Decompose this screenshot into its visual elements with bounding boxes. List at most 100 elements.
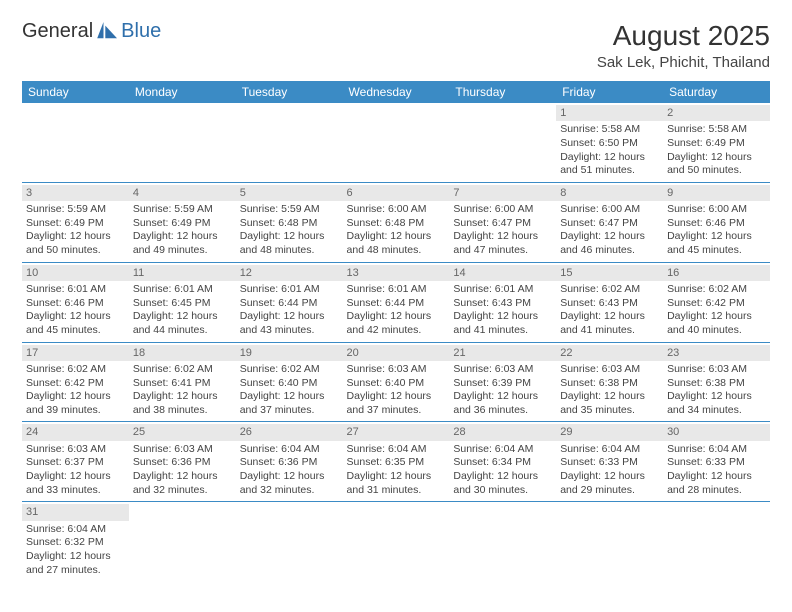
- day-number: 15: [556, 265, 663, 281]
- calendar-cell: 1Sunrise: 5:58 AMSunset: 6:50 PMDaylight…: [556, 103, 663, 182]
- calendar-cell: [556, 502, 663, 581]
- cell-line: Sunrise: 6:02 AM: [667, 283, 766, 297]
- logo: General Blue: [22, 20, 161, 43]
- cell-line: Daylight: 12 hours: [560, 310, 659, 324]
- cell-line: Daylight: 12 hours: [26, 550, 125, 564]
- cell-line: Sunrise: 6:04 AM: [347, 443, 446, 457]
- cell-line: Sunrise: 6:04 AM: [560, 443, 659, 457]
- calendar-cell: 27Sunrise: 6:04 AMSunset: 6:35 PMDayligh…: [343, 422, 450, 502]
- cell-line: Sunrise: 6:02 AM: [240, 363, 339, 377]
- day-number: 24: [22, 424, 129, 440]
- day-number: 18: [129, 345, 236, 361]
- cell-line: Sunrise: 6:00 AM: [560, 203, 659, 217]
- cell-line: Sunrise: 6:00 AM: [667, 203, 766, 217]
- day-number: 7: [449, 185, 556, 201]
- cell-line: Sunset: 6:50 PM: [560, 137, 659, 151]
- calendar-row: 31Sunrise: 6:04 AMSunset: 6:32 PMDayligh…: [22, 502, 770, 581]
- sail-icon: [97, 22, 119, 40]
- calendar-cell: 12Sunrise: 6:01 AMSunset: 6:44 PMDayligh…: [236, 262, 343, 342]
- cell-line: Sunrise: 5:58 AM: [667, 123, 766, 137]
- cell-line: Daylight: 12 hours: [667, 390, 766, 404]
- calendar-row: 24Sunrise: 6:03 AMSunset: 6:37 PMDayligh…: [22, 422, 770, 502]
- cell-line: Sunset: 6:33 PM: [667, 456, 766, 470]
- cell-line: Sunrise: 6:04 AM: [667, 443, 766, 457]
- cell-line: Sunrise: 6:00 AM: [347, 203, 446, 217]
- cell-line: Daylight: 12 hours: [667, 230, 766, 244]
- dayheader: Sunday: [22, 81, 129, 103]
- cell-line: Sunrise: 6:01 AM: [347, 283, 446, 297]
- cell-line: and 47 minutes.: [453, 244, 552, 258]
- calendar-cell: 21Sunrise: 6:03 AMSunset: 6:39 PMDayligh…: [449, 342, 556, 422]
- cell-line: Daylight: 12 hours: [240, 470, 339, 484]
- day-number: 2: [663, 105, 770, 121]
- calendar-cell: [236, 103, 343, 182]
- day-number: 16: [663, 265, 770, 281]
- dayheader: Thursday: [449, 81, 556, 103]
- cell-line: Sunrise: 6:03 AM: [560, 363, 659, 377]
- cell-line: Sunrise: 6:04 AM: [240, 443, 339, 457]
- cell-line: and 28 minutes.: [667, 484, 766, 498]
- cell-line: Sunset: 6:37 PM: [26, 456, 125, 470]
- cell-line: Sunset: 6:33 PM: [560, 456, 659, 470]
- cell-line: and 41 minutes.: [453, 324, 552, 338]
- day-number: 20: [343, 345, 450, 361]
- cell-line: and 48 minutes.: [347, 244, 446, 258]
- cell-line: Sunset: 6:36 PM: [240, 456, 339, 470]
- calendar-cell: 14Sunrise: 6:01 AMSunset: 6:43 PMDayligh…: [449, 262, 556, 342]
- cell-line: Sunrise: 6:02 AM: [133, 363, 232, 377]
- day-number: 28: [449, 424, 556, 440]
- cell-line: Sunset: 6:45 PM: [133, 297, 232, 311]
- cell-line: and 27 minutes.: [26, 564, 125, 578]
- calendar-cell: [129, 502, 236, 581]
- calendar-row: 1Sunrise: 5:58 AMSunset: 6:50 PMDaylight…: [22, 103, 770, 182]
- calendar-header-row: Sunday Monday Tuesday Wednesday Thursday…: [22, 81, 770, 103]
- cell-line: Sunrise: 6:03 AM: [347, 363, 446, 377]
- dayheader: Saturday: [663, 81, 770, 103]
- calendar-row: 10Sunrise: 6:01 AMSunset: 6:46 PMDayligh…: [22, 262, 770, 342]
- title-block: August 2025 Sak Lek, Phichit, Thailand: [597, 20, 770, 71]
- cell-line: and 49 minutes.: [133, 244, 232, 258]
- cell-line: Daylight: 12 hours: [667, 151, 766, 165]
- calendar-cell: 18Sunrise: 6:02 AMSunset: 6:41 PMDayligh…: [129, 342, 236, 422]
- cell-line: Sunrise: 6:00 AM: [453, 203, 552, 217]
- day-number: 22: [556, 345, 663, 361]
- cell-line: Daylight: 12 hours: [560, 390, 659, 404]
- day-number: 13: [343, 265, 450, 281]
- cell-line: Daylight: 12 hours: [133, 230, 232, 244]
- cell-line: and 40 minutes.: [667, 324, 766, 338]
- cell-line: and 41 minutes.: [560, 324, 659, 338]
- cell-line: Sunrise: 6:03 AM: [453, 363, 552, 377]
- calendar-cell: 30Sunrise: 6:04 AMSunset: 6:33 PMDayligh…: [663, 422, 770, 502]
- calendar-cell: 31Sunrise: 6:04 AMSunset: 6:32 PMDayligh…: [22, 502, 129, 581]
- cell-line: Daylight: 12 hours: [240, 390, 339, 404]
- calendar-cell: 13Sunrise: 6:01 AMSunset: 6:44 PMDayligh…: [343, 262, 450, 342]
- cell-line: and 37 minutes.: [240, 404, 339, 418]
- calendar-row: 17Sunrise: 6:02 AMSunset: 6:42 PMDayligh…: [22, 342, 770, 422]
- cell-line: Daylight: 12 hours: [133, 310, 232, 324]
- calendar-cell: [449, 103, 556, 182]
- calendar-cell: 11Sunrise: 6:01 AMSunset: 6:45 PMDayligh…: [129, 262, 236, 342]
- logo-text-blue: Blue: [121, 20, 161, 43]
- cell-line: Daylight: 12 hours: [347, 390, 446, 404]
- cell-line: and 29 minutes.: [560, 484, 659, 498]
- calendar-cell: [129, 103, 236, 182]
- calendar-cell: [343, 502, 450, 581]
- cell-line: Daylight: 12 hours: [26, 230, 125, 244]
- calendar-cell: 20Sunrise: 6:03 AMSunset: 6:40 PMDayligh…: [343, 342, 450, 422]
- calendar-cell: [343, 103, 450, 182]
- cell-line: Daylight: 12 hours: [347, 310, 446, 324]
- cell-line: Sunset: 6:41 PM: [133, 377, 232, 391]
- cell-line: Sunset: 6:43 PM: [560, 297, 659, 311]
- cell-line: Sunset: 6:42 PM: [667, 297, 766, 311]
- cell-line: Daylight: 12 hours: [560, 151, 659, 165]
- cell-line: and 38 minutes.: [133, 404, 232, 418]
- cell-line: Sunset: 6:35 PM: [347, 456, 446, 470]
- cell-line: and 45 minutes.: [26, 324, 125, 338]
- cell-line: and 32 minutes.: [240, 484, 339, 498]
- cell-line: Daylight: 12 hours: [453, 310, 552, 324]
- cell-line: Sunset: 6:40 PM: [240, 377, 339, 391]
- cell-line: and 50 minutes.: [667, 164, 766, 178]
- day-number: 5: [236, 185, 343, 201]
- day-number: 23: [663, 345, 770, 361]
- cell-line: and 31 minutes.: [347, 484, 446, 498]
